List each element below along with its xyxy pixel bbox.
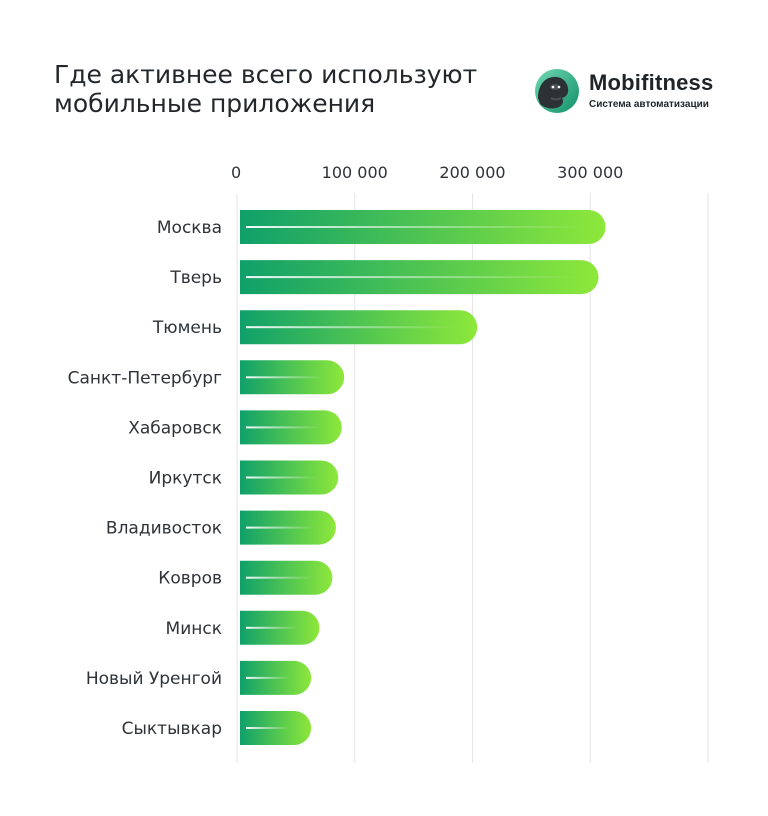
x-tick-label: 0 <box>231 163 241 182</box>
bar-4 <box>240 360 345 395</box>
page-title: Где активнее всего используют мобильные … <box>54 60 524 118</box>
category-label: Тверь <box>169 268 222 288</box>
bar-11 <box>240 711 312 745</box>
bar-highlight <box>246 576 312 579</box>
category-label: Иркутск <box>149 469 222 489</box>
category-label: Новый Уренгой <box>86 669 222 689</box>
category-label: Хабаровск <box>128 418 222 438</box>
title-line-1: Где активнее всего используют <box>54 60 478 89</box>
bar-highlight <box>246 426 321 429</box>
bar-2 <box>240 260 599 295</box>
category-label: Владивосток <box>106 519 222 539</box>
x-tick-label: 200 000 <box>439 163 505 182</box>
bar-highlight <box>246 376 324 379</box>
category-label: Ковров <box>158 569 222 589</box>
bar-highlight <box>246 326 457 329</box>
x-tick-label: 100 000 <box>322 163 388 182</box>
x-tick-label: 300 000 <box>557 163 623 182</box>
bar-highlight <box>246 676 291 679</box>
bar-3 <box>240 310 478 345</box>
category-label: Минск <box>166 619 222 639</box>
bar-highlight <box>246 476 318 479</box>
brand-logo: Mobifitness Система автоматизации <box>534 68 713 114</box>
bar-highlight <box>246 276 578 279</box>
bar-8 <box>240 560 333 595</box>
bar-5 <box>240 410 342 445</box>
category-labels: Москва Тверь Тюмень Санкт-Петербург Хабаровс… <box>68 218 222 739</box>
gorilla-logo-icon <box>535 69 579 113</box>
category-label: Тюмень <box>152 318 222 338</box>
bar-highlight <box>246 727 291 729</box>
bar-9 <box>240 610 320 645</box>
category-label: Москва <box>157 218 222 238</box>
brand-name: Mobifitness <box>589 69 714 95</box>
bar-7 <box>240 510 336 545</box>
bar-highlight <box>246 626 299 629</box>
category-label: Сыктывкар <box>122 719 222 739</box>
bar-highlight <box>246 226 585 228</box>
bar-10 <box>240 660 312 695</box>
bars <box>240 210 606 745</box>
category-label: Санкт-Петербург <box>68 368 222 388</box>
x-axis: 0 100 000 200 000 300 000 <box>231 163 623 182</box>
brand-tagline: Система автоматизации <box>589 98 709 110</box>
bar-6 <box>240 460 339 495</box>
bar-1 <box>240 210 606 244</box>
title-line-2: мобильные приложения <box>54 89 376 118</box>
bar-highlight <box>246 526 315 529</box>
